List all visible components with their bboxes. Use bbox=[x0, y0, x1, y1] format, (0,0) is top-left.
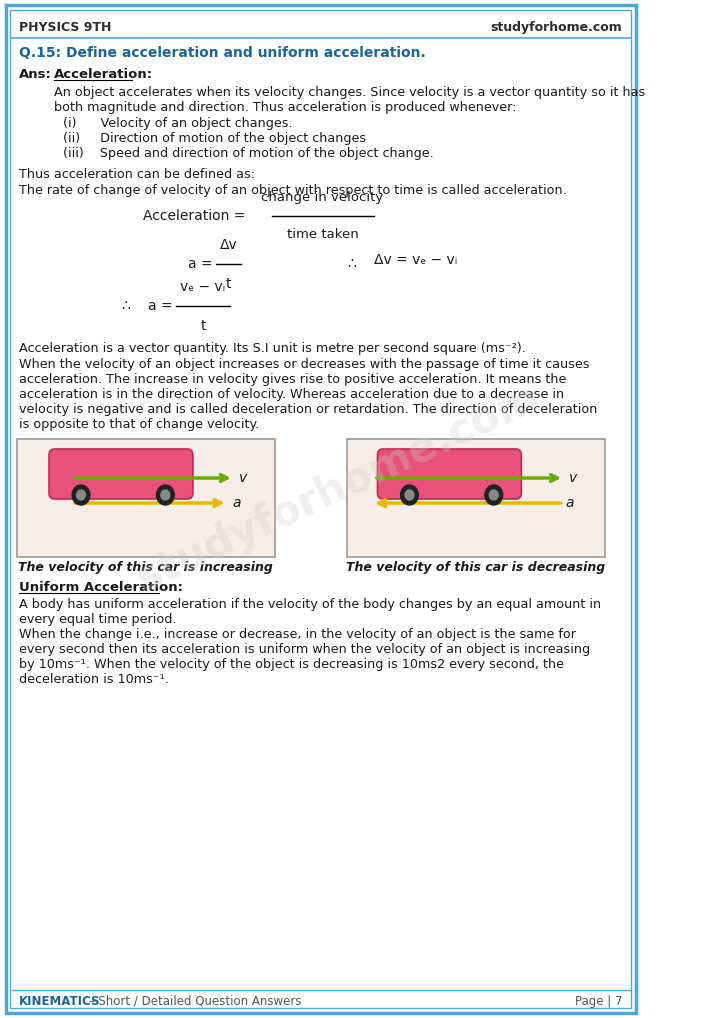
Text: a: a bbox=[566, 496, 574, 510]
Text: Page | 7: Page | 7 bbox=[575, 995, 623, 1008]
Text: Δv = vₑ − vᵢ: Δv = vₑ − vᵢ bbox=[374, 253, 457, 267]
Text: a: a bbox=[233, 496, 241, 510]
Text: v: v bbox=[570, 471, 577, 485]
Text: by 10ms⁻¹. When the velocity of the object is decreasing is 10ms2 every second, : by 10ms⁻¹. When the velocity of the obje… bbox=[19, 658, 564, 671]
Text: studyforhome.com: studyforhome.com bbox=[130, 376, 547, 601]
Text: t: t bbox=[225, 277, 231, 291]
Text: The velocity of this car is decreasing: The velocity of this car is decreasing bbox=[346, 561, 606, 574]
Circle shape bbox=[76, 490, 86, 500]
Circle shape bbox=[485, 485, 503, 505]
Text: The rate of change of velocity of an object with respect to time is called accel: The rate of change of velocity of an obj… bbox=[19, 184, 567, 197]
Text: every equal time period.: every equal time period. bbox=[19, 613, 176, 626]
Text: change in velocity: change in velocity bbox=[261, 191, 384, 204]
Circle shape bbox=[161, 490, 170, 500]
FancyBboxPatch shape bbox=[10, 10, 631, 1008]
Text: – Short / Detailed Question Answers: – Short / Detailed Question Answers bbox=[86, 995, 302, 1008]
Text: studyforhome.com: studyforhome.com bbox=[491, 21, 623, 34]
Text: v: v bbox=[239, 471, 247, 485]
Text: a =: a = bbox=[148, 299, 176, 313]
Text: both magnitude and direction. Thus acceleration is produced whenever:: both magnitude and direction. Thus accel… bbox=[55, 101, 517, 114]
Text: Uniform Acceleration:: Uniform Acceleration: bbox=[19, 581, 183, 593]
Text: Thus acceleration can be defined as:: Thus acceleration can be defined as: bbox=[19, 168, 255, 181]
Text: ∴: ∴ bbox=[347, 257, 356, 271]
FancyBboxPatch shape bbox=[49, 449, 193, 499]
Text: Acceleration is a vector quantity. Its S.I unit is metre per second square (ms⁻²: Acceleration is a vector quantity. Its S… bbox=[19, 342, 526, 355]
Circle shape bbox=[72, 485, 90, 505]
Text: KINEMATICS: KINEMATICS bbox=[19, 995, 100, 1008]
FancyBboxPatch shape bbox=[6, 5, 636, 1013]
Text: Acceleration =: Acceleration = bbox=[143, 209, 250, 223]
Text: deceleration is 10ms⁻¹.: deceleration is 10ms⁻¹. bbox=[19, 673, 168, 686]
Text: ∴: ∴ bbox=[121, 299, 130, 313]
Circle shape bbox=[400, 485, 418, 505]
Text: a =: a = bbox=[187, 257, 217, 271]
Text: vₑ − vᵢ: vₑ − vᵢ bbox=[181, 280, 225, 294]
Text: t: t bbox=[200, 319, 206, 333]
Text: acceleration. The increase in velocity gives rise to positive acceleration. It m: acceleration. The increase in velocity g… bbox=[19, 373, 566, 386]
Text: When the change i.e., increase or decrease, in the velocity of an object is the : When the change i.e., increase or decrea… bbox=[19, 628, 576, 641]
Text: PHYSICS 9TH: PHYSICS 9TH bbox=[19, 21, 112, 34]
Text: (ii)     Direction of motion of the object changes: (ii) Direction of motion of the object c… bbox=[63, 132, 366, 145]
Circle shape bbox=[405, 490, 414, 500]
Bar bbox=[17, 439, 274, 557]
Circle shape bbox=[156, 485, 174, 505]
FancyBboxPatch shape bbox=[377, 449, 521, 499]
Text: A body has uniform acceleration if the velocity of the body changes by an equal : A body has uniform acceleration if the v… bbox=[19, 598, 601, 611]
Text: Ans:: Ans: bbox=[19, 68, 52, 81]
Text: The velocity of this car is increasing: The velocity of this car is increasing bbox=[19, 561, 274, 574]
Text: An object accelerates when its velocity changes. Since velocity is a vector quan: An object accelerates when its velocity … bbox=[55, 86, 646, 99]
Circle shape bbox=[490, 490, 498, 500]
Text: every second then its acceleration is uniform when the velocity of an object is : every second then its acceleration is un… bbox=[19, 643, 590, 656]
Bar bbox=[347, 439, 605, 557]
Text: When the velocity of an object increases or decreases with the passage of time i: When the velocity of an object increases… bbox=[19, 358, 590, 371]
Text: Q.15: Define acceleration and uniform acceleration.: Q.15: Define acceleration and uniform ac… bbox=[19, 46, 426, 60]
Text: time taken: time taken bbox=[287, 228, 359, 241]
Text: (i)      Velocity of an object changes.: (i) Velocity of an object changes. bbox=[63, 117, 293, 130]
Text: acceleration is in the direction of velocity. Whereas acceleration due to a decr: acceleration is in the direction of velo… bbox=[19, 388, 564, 401]
Text: (iii)    Speed and direction of motion of the object change.: (iii) Speed and direction of motion of t… bbox=[63, 147, 434, 160]
Text: Δv: Δv bbox=[220, 238, 237, 252]
Text: Acceleration:: Acceleration: bbox=[55, 68, 153, 81]
Text: is opposite to that of change velocity.: is opposite to that of change velocity. bbox=[19, 418, 259, 431]
Text: velocity is negative and is called deceleration or retardation. The direction of: velocity is negative and is called decel… bbox=[19, 403, 598, 416]
